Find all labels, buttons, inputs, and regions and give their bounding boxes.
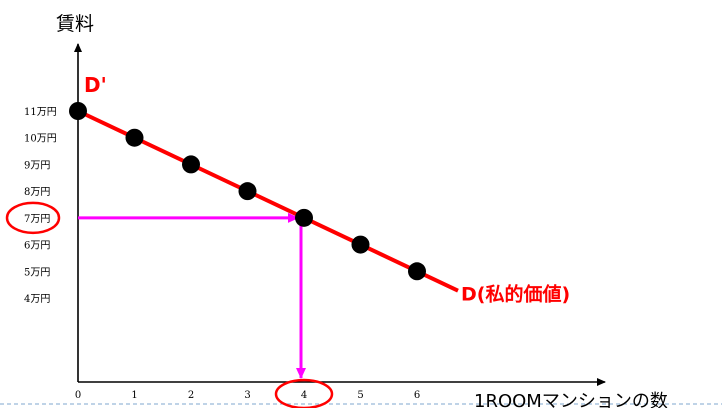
y-tick-label: 10万円 <box>24 134 57 145</box>
y-tick-label: 6万円 <box>24 241 50 252</box>
y-tick-label: 9万円 <box>24 160 50 171</box>
data-point <box>182 155 200 174</box>
y-tick-label: 5万円 <box>24 267 50 278</box>
x-tick-label: 3 <box>244 390 250 401</box>
y-tick-label: 4万円 <box>24 294 50 305</box>
x-tick-label: 4 <box>301 390 307 401</box>
x-tick-label: 5 <box>357 390 363 401</box>
demand-series <box>69 102 459 293</box>
data-point <box>351 235 370 254</box>
highlight-circle-x <box>274 378 334 408</box>
data-point <box>238 182 257 201</box>
x-tick-label: 0 <box>75 390 81 401</box>
x-tick-labels: 0 1 2 3 4 5 6 <box>75 390 420 401</box>
x-tick-label: 6 <box>414 390 420 401</box>
y-tick-label: 11万円 <box>24 107 57 118</box>
y-axis-title: 賃料 <box>56 13 94 35</box>
highlight-circle-y <box>5 201 61 235</box>
data-point <box>295 208 313 227</box>
y-tick-label: 8万円 <box>24 187 50 198</box>
guide-arrows <box>78 212 306 379</box>
x-tick-label: 1 <box>131 390 137 401</box>
x-tick-label: 2 <box>188 390 194 401</box>
data-point <box>69 102 87 120</box>
y-tick-labels: 11万円 10万円 9万円 8万円 7万円 6万円 5万円 4万円 <box>24 107 57 305</box>
line-end-label: D(私的価値) <box>461 283 570 306</box>
y-tick-label: 7万円 <box>24 214 50 225</box>
line-start-label: D' <box>84 73 107 97</box>
highlight-circles <box>5 201 334 408</box>
x-axis-title: 1ROOMマンションの数 <box>474 391 668 408</box>
data-point <box>125 128 144 147</box>
data-point <box>408 262 426 281</box>
